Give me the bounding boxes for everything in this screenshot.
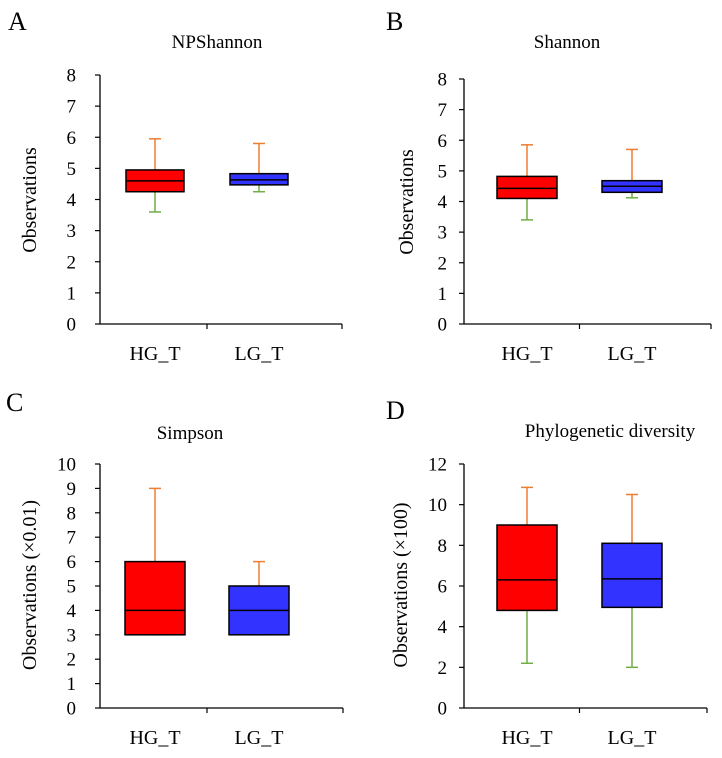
chart-title: Simpson	[157, 423, 224, 444]
panel-letter: C	[6, 388, 23, 417]
x-category-label: HG_T	[129, 343, 180, 365]
boxplot-chart-a: A NPShannon Observations 0 1 2 3 4 5 6 7 8 HG_T LG…	[8, 7, 343, 365]
box-hg-t	[496, 144, 558, 221]
x-category-label: LG_T	[235, 343, 284, 365]
box-lg-t	[601, 493, 663, 669]
y-tick-label: 5	[67, 577, 77, 598]
y-tick-label: 0	[438, 699, 448, 720]
y-tick-label: 9	[67, 479, 77, 500]
y-tick-label: 7	[438, 100, 448, 121]
y-tick-label: 1	[438, 284, 448, 305]
y-tick-label: 4	[67, 190, 77, 211]
boxplot-chart-d: D Phylogenetic diversity Observations (×…	[386, 396, 708, 749]
box-hg-t	[496, 486, 558, 665]
panel-letter: B	[386, 7, 403, 36]
boxplot-chart-c: C Simpson Observations (×0.01) 0 1 2 3 4 5 6 7 8…	[6, 388, 344, 749]
box-iqr	[496, 524, 558, 612]
y-tick-label: 0	[67, 699, 77, 720]
y-tick-label: 4	[438, 192, 448, 213]
y-tick-label: 8	[438, 70, 448, 91]
panel-letter: D	[386, 396, 405, 425]
panel-a: A NPShannon Observations 0 1 2 3 4 5 6 7 8 HG_T LG…	[0, 0, 361, 379]
y-tick-label: 0	[67, 315, 77, 336]
box-iqr	[496, 175, 558, 200]
y-tick-label: 2	[438, 658, 448, 679]
y-tick-label: 4	[438, 617, 448, 638]
y-axis-label: Observations (×100)	[390, 502, 412, 667]
x-category-label: LG_T	[608, 727, 657, 749]
y-tick-label: 8	[438, 536, 448, 557]
y-axis-label: Observations	[19, 147, 41, 253]
y-tick-label: 0	[438, 315, 448, 336]
y-tick-label: 7	[67, 97, 77, 118]
y-tick-label: 6	[438, 131, 448, 152]
panel-letter: A	[8, 7, 27, 36]
y-tick-label: 12	[428, 455, 447, 476]
y-tick-label: 8	[67, 66, 77, 87]
box-hg-t	[125, 138, 185, 213]
panel-b: B Shannon Observations 0 1 2 3 4 5 6 7 8 HG_T LG_T	[361, 0, 722, 379]
y-tick-label: 2	[438, 253, 448, 274]
x-category-label: LG_T	[235, 727, 284, 749]
box-hg-t	[124, 487, 186, 636]
y-tick-label: 6	[438, 577, 448, 598]
boxplot-chart-b: B Shannon Observations 0 1 2 3 4 5 6 7 8 HG_T LG_T	[386, 7, 712, 365]
chart-title: Phylogenetic diversity	[525, 421, 696, 442]
y-tick-label: 3	[67, 221, 77, 242]
box-iqr	[124, 560, 186, 636]
box-lg-t	[229, 142, 289, 193]
y-tick-label: 1	[67, 674, 77, 695]
y-tick-label: 1	[67, 283, 77, 304]
y-tick-label: 10	[428, 495, 447, 516]
y-tick-label: 3	[438, 223, 448, 244]
box-lg-t	[228, 560, 290, 636]
y-tick-label: 5	[67, 159, 77, 180]
x-category-label: LG_T	[608, 343, 657, 365]
y-tick-label: 6	[67, 128, 77, 149]
panel-c: C Simpson Observations (×0.01) 0 1 2 3 4 5 6 7 8…	[0, 379, 361, 758]
x-category-label: HG_T	[501, 727, 552, 749]
y-axis-label: Observations	[396, 149, 418, 255]
y-tick-label: 7	[67, 528, 77, 549]
y-tick-label: 2	[67, 252, 77, 273]
box-iqr	[601, 542, 663, 609]
x-category-label: HG_T	[501, 343, 552, 365]
chart-title: Shannon	[534, 32, 601, 53]
x-category-label: HG_T	[129, 727, 180, 749]
panel-d: D Phylogenetic diversity Observations (×…	[361, 379, 722, 758]
y-tick-label: 3	[67, 625, 77, 646]
y-tick-label: 10	[57, 455, 76, 476]
chart-title: NPShannon	[172, 32, 263, 53]
y-tick-label: 2	[67, 650, 77, 671]
y-tick-label: 6	[67, 552, 77, 573]
y-tick-label: 8	[67, 503, 77, 524]
y-axis-label: Observations (×0.01)	[19, 500, 41, 670]
box-lg-t	[601, 148, 663, 199]
y-tick-label: 5	[438, 161, 448, 182]
y-tick-label: 4	[67, 601, 77, 622]
